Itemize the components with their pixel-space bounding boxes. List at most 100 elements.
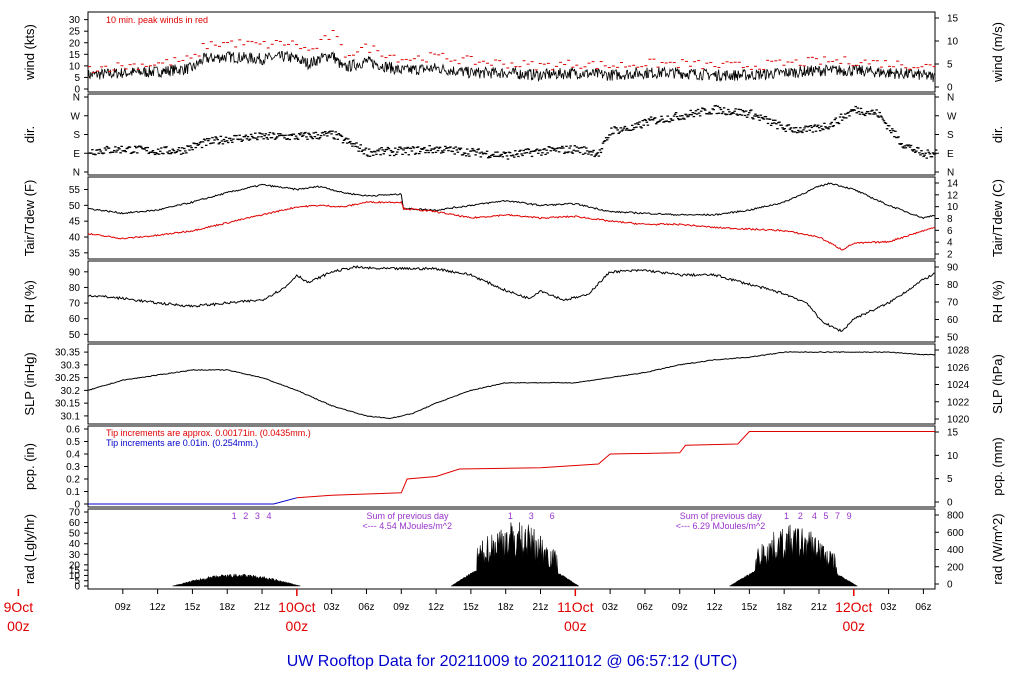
panel-rh: 50 60 70 80 90 50 60 70 80 90 RH (%) RH (%)	[22, 260, 1005, 344]
panel-frame	[87, 93, 936, 176]
y-tick-label: 40	[69, 233, 81, 244]
y-tick-label-right: 200	[947, 562, 964, 573]
chart-title: UW Rooftop Data for 20211009 to 20211012…	[287, 653, 738, 670]
y-tick-label-right: 80	[947, 280, 959, 291]
y-axis-label-right: Tair/Tdew (C)	[990, 179, 1005, 257]
y-tick-label-right: 1024	[947, 380, 970, 391]
y-tick-label: S	[73, 130, 80, 141]
y-tick-label-right: 6	[947, 226, 953, 237]
hour-marker: 2	[798, 511, 803, 521]
x-axis: 09z 12z 15z 18z 21z 03z 06z 09z 12z 15z 18z 21z 03z 0…	[4, 589, 931, 634]
y-tick-label-right: 60	[947, 315, 959, 326]
panel-frame	[87, 11, 936, 93]
radiation-sum-note: Sum of previous day	[680, 511, 763, 521]
radiation-day-1	[172, 572, 301, 587]
radiation-sum-note: Sum of previous day	[366, 511, 449, 521]
y-tick-label-right: N	[947, 168, 954, 179]
x-tick-label: 12z	[428, 602, 444, 613]
y-tick-label: 90	[69, 267, 81, 278]
day-label-hour: 00z	[842, 618, 865, 634]
x-tick-label: 15z	[184, 602, 200, 613]
x-tick-label: 06z	[915, 602, 931, 613]
y-tick-label-right: 400	[947, 545, 964, 556]
y-tick-label-right: 0	[947, 498, 953, 509]
y-tick-label-right: 600	[947, 528, 964, 539]
y-tick-label-right: 0	[947, 83, 953, 94]
y-tick-label-right: 15	[947, 428, 959, 439]
y-tick-label-right: 8	[947, 214, 953, 225]
y-tick-label: 30.15	[55, 399, 80, 410]
y-tick-label: 60	[69, 314, 81, 325]
y-tick-label: 30.1	[61, 411, 81, 422]
hour-marker: 4	[266, 511, 271, 521]
radiation-sum-note: <--- 6.29 MJoules/m^2	[676, 521, 766, 531]
y-tick-label: 5	[74, 576, 80, 587]
y-tick-label: E	[73, 149, 80, 160]
y-tick-label: 0.1	[66, 487, 80, 498]
y-tick-label-right: 4	[947, 238, 953, 249]
y-tick-label: 15	[69, 50, 81, 61]
y-tick-label: 20	[69, 560, 81, 571]
panel-frame	[87, 343, 936, 425]
hour-marker: 2	[243, 511, 248, 521]
y-tick-label: 70	[69, 508, 81, 519]
y-tick-label-right: W	[947, 111, 957, 122]
hour-marker: 1	[508, 511, 513, 521]
y-tick-label-right: 1022	[947, 397, 970, 408]
y-tick-label-right: 2	[947, 250, 953, 261]
y-tick-label: 30.25	[55, 373, 80, 384]
day-label-hour: 00z	[7, 618, 30, 634]
day-label-date: 10Oct	[278, 599, 315, 615]
y-axis-label-right: rad (W/m^2)	[990, 513, 1005, 584]
hour-marker: 6	[550, 511, 555, 521]
panel-frame	[87, 176, 936, 260]
y-tick-label: 0.6	[66, 425, 80, 436]
x-tick-label: 18z	[219, 602, 235, 613]
series-line-wind	[87, 50, 935, 83]
hour-marker: 3	[529, 511, 534, 521]
y-tick-label: 70	[69, 299, 81, 310]
y-tick-label-right: 1020	[947, 415, 970, 426]
precip-red-line	[296, 431, 935, 499]
series-line-tair	[87, 182, 936, 220]
hour-marker: 5	[823, 511, 828, 521]
x-tick-label: 12z	[150, 602, 166, 613]
y-tick-label-right: 5	[947, 60, 953, 71]
y-tick-label: 5	[74, 73, 80, 84]
y-tick-label: 45	[69, 217, 81, 228]
radiation-sum-note: <--- 4.54 MJoules/m^2	[362, 521, 452, 531]
y-tick-label-right: 800	[947, 511, 964, 522]
y-tick-label: 0.5	[66, 437, 80, 448]
x-tick-label: 18z	[776, 602, 792, 613]
series-line-tdew	[87, 200, 936, 251]
y-axis-label: Tair/Tdew (F)	[22, 180, 37, 257]
y-tick-label: 10	[69, 571, 81, 582]
y-axis-label: dir.	[22, 126, 37, 143]
y-tick-label: 80	[69, 283, 81, 294]
y-tick-label-right: S	[947, 130, 954, 141]
y-axis-label: rad (Lgly/hr)	[22, 514, 37, 584]
x-tick-label: 03z	[324, 602, 340, 613]
y-tick-label: 0.4	[66, 450, 80, 461]
y-tick-label: 30.35	[55, 348, 80, 359]
y-tick-label: 0	[74, 582, 80, 593]
y-tick-label: 30	[69, 550, 81, 561]
x-tick-label: 21z	[811, 602, 827, 613]
y-tick-label-right: 12	[947, 190, 959, 201]
y-tick-label: 0	[74, 500, 80, 511]
y-tick-label-right: E	[947, 149, 954, 160]
hour-marker: 3	[255, 511, 260, 521]
y-tick-label: 50	[69, 330, 81, 341]
y-tick-label-right: 14	[947, 179, 959, 190]
y-tick-label: 50	[69, 201, 81, 212]
x-tick-label: 03z	[602, 602, 618, 613]
x-tick-label: 03z	[881, 602, 897, 613]
y-axis-label: SLP (inHg)	[22, 352, 37, 415]
tip-note-red: Tip increments are approx. 0.00171in. (0…	[106, 428, 311, 438]
x-tick-label: 09z	[115, 602, 131, 613]
day-label-date: 9Oct	[4, 599, 34, 615]
